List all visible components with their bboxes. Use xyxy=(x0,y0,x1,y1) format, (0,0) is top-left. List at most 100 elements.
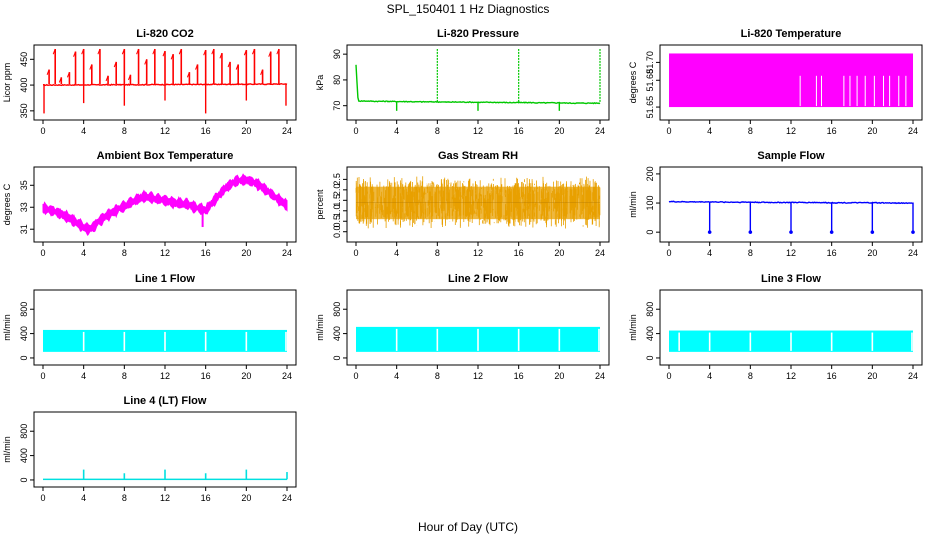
y-tick-label: 51.68 xyxy=(645,69,655,92)
y-axis-label: ml/min xyxy=(315,314,325,341)
panel-title: Sample Flow xyxy=(757,150,825,162)
x-tick-label: 8 xyxy=(748,126,753,136)
series-spike-tail xyxy=(121,48,125,55)
y-tick-label: 800 xyxy=(19,302,29,317)
x-tick-label: 12 xyxy=(160,126,170,136)
figure-title: SPL_150401 1 Hz Diagnostics xyxy=(387,2,550,16)
y-tick-label: 2.0 xyxy=(332,184,342,197)
x-tick-label: 24 xyxy=(908,371,918,381)
x-tick-label: 20 xyxy=(554,248,564,258)
y-tick-label: 51.65 xyxy=(645,96,655,119)
series-spike-tail xyxy=(268,51,272,57)
series-dip-point xyxy=(707,230,712,234)
y-axis-label: degrees C xyxy=(2,183,12,225)
x-tick-label: 12 xyxy=(786,126,796,136)
panel-title: Line 4 (LT) Flow xyxy=(124,395,207,407)
series-dip-point xyxy=(748,230,753,234)
x-tick-label: 16 xyxy=(201,371,211,381)
y-axis-label: kPa xyxy=(315,75,325,91)
y-axis-label: ml/min xyxy=(628,314,638,341)
x-tick-label: 8 xyxy=(748,371,753,381)
x-tick-label: 4 xyxy=(707,248,712,258)
x-tick-label: 4 xyxy=(81,248,86,258)
series-spike-tail xyxy=(252,48,255,55)
x-tick-label: 12 xyxy=(473,371,483,381)
series-spike-tail xyxy=(66,72,70,78)
x-tick-label: 4 xyxy=(81,126,86,136)
x-tick-label: 0 xyxy=(353,371,358,381)
series-spike-tail xyxy=(219,52,223,59)
x-tick-label: 8 xyxy=(435,126,440,136)
panel-title: Line 3 Flow xyxy=(761,273,821,285)
y-tick-label: 800 xyxy=(645,302,655,317)
x-tick-label: 16 xyxy=(201,126,211,136)
panel-title: Line 2 Flow xyxy=(448,273,508,285)
x-tick-label: 8 xyxy=(122,248,127,258)
series-spike-tail xyxy=(186,72,190,78)
y-axis-label: percent xyxy=(315,189,325,220)
y-tick-label: 1.0 xyxy=(332,205,342,218)
series-spike-tail xyxy=(81,48,85,55)
series-spike-tail xyxy=(136,48,140,55)
panel-title: Gas Stream RH xyxy=(438,150,518,162)
x-tick-label: 0 xyxy=(353,126,358,136)
x-tick-label: 24 xyxy=(282,248,292,258)
y-tick-label: 400 xyxy=(332,326,342,341)
series-spike-tail xyxy=(89,64,93,70)
x-tick-label: 16 xyxy=(201,493,211,503)
series-line xyxy=(355,64,601,105)
series-spike-tail xyxy=(97,48,101,55)
panel-1: Li-820 Pressure kPa 0 4 8 12 16 20 24 70 80 90 xyxy=(315,28,610,136)
y-tick-label: 0.0 xyxy=(332,225,342,238)
panel-8: Line 3 Flow ml/min 0 4 8 12 16 20 24 0 400 800 xyxy=(628,273,923,381)
x-tick-label: 16 xyxy=(827,126,837,136)
y-tick-label: 90 xyxy=(332,49,342,59)
figure-xlabel: Hour of Day (UTC) xyxy=(418,520,518,534)
y-tick-label: 70 xyxy=(332,101,342,111)
y-tick-label: 400 xyxy=(19,448,29,463)
series-spike-tail xyxy=(105,75,109,82)
x-tick-label: 8 xyxy=(435,371,440,381)
series-spike-tail xyxy=(211,48,215,55)
y-tick-label: 35 xyxy=(19,180,29,190)
series-spike-tail xyxy=(58,77,62,83)
x-tick-label: 12 xyxy=(786,371,796,381)
x-tick-label: 4 xyxy=(394,248,399,258)
x-tick-label: 0 xyxy=(666,248,671,258)
x-tick-label: 8 xyxy=(122,493,127,503)
y-tick-label: 1.5 xyxy=(332,194,342,207)
y-tick-label: 800 xyxy=(19,424,29,439)
panel-2: Li-820 Temperature degrees C 0 4 8 12 16 20 24 51… xyxy=(628,28,923,136)
series-spike-tail xyxy=(195,64,198,70)
x-tick-label: 24 xyxy=(282,126,292,136)
x-tick-label: 16 xyxy=(514,248,524,258)
x-tick-label: 0 xyxy=(666,126,671,136)
panel-title: Ambient Box Temperature xyxy=(97,150,234,162)
series-dip-point xyxy=(870,230,875,234)
x-tick-label: 4 xyxy=(81,493,86,503)
x-tick-label: 0 xyxy=(40,248,45,258)
y-tick-label: 400 xyxy=(645,326,655,341)
x-tick-label: 4 xyxy=(707,371,712,381)
x-tick-label: 20 xyxy=(241,248,251,258)
series-band xyxy=(669,53,913,108)
y-tick-label: 33 xyxy=(19,202,29,212)
y-tick-label: 450 xyxy=(19,52,29,67)
panel-title: Line 1 Flow xyxy=(135,273,195,285)
series-spike-tail xyxy=(113,61,117,68)
y-tick-label: 0 xyxy=(645,230,655,235)
panel-0: Li-820 CO2 Licor ppm 0 4 8 12 16 20 24 350 400 450 xyxy=(2,28,297,136)
x-tick-label: 20 xyxy=(241,371,251,381)
x-tick-label: 24 xyxy=(908,126,918,136)
series-spike-tail xyxy=(152,48,156,55)
series-spike-tail xyxy=(46,69,50,75)
series-scatter xyxy=(355,176,601,229)
series-spike-tail xyxy=(276,48,280,55)
x-tick-label: 4 xyxy=(81,371,86,381)
x-tick-label: 16 xyxy=(514,371,524,381)
y-tick-label: 400 xyxy=(19,326,29,341)
x-tick-label: 8 xyxy=(748,248,753,258)
y-axis-label: Licor ppm xyxy=(2,63,12,103)
x-tick-label: 4 xyxy=(394,126,399,136)
